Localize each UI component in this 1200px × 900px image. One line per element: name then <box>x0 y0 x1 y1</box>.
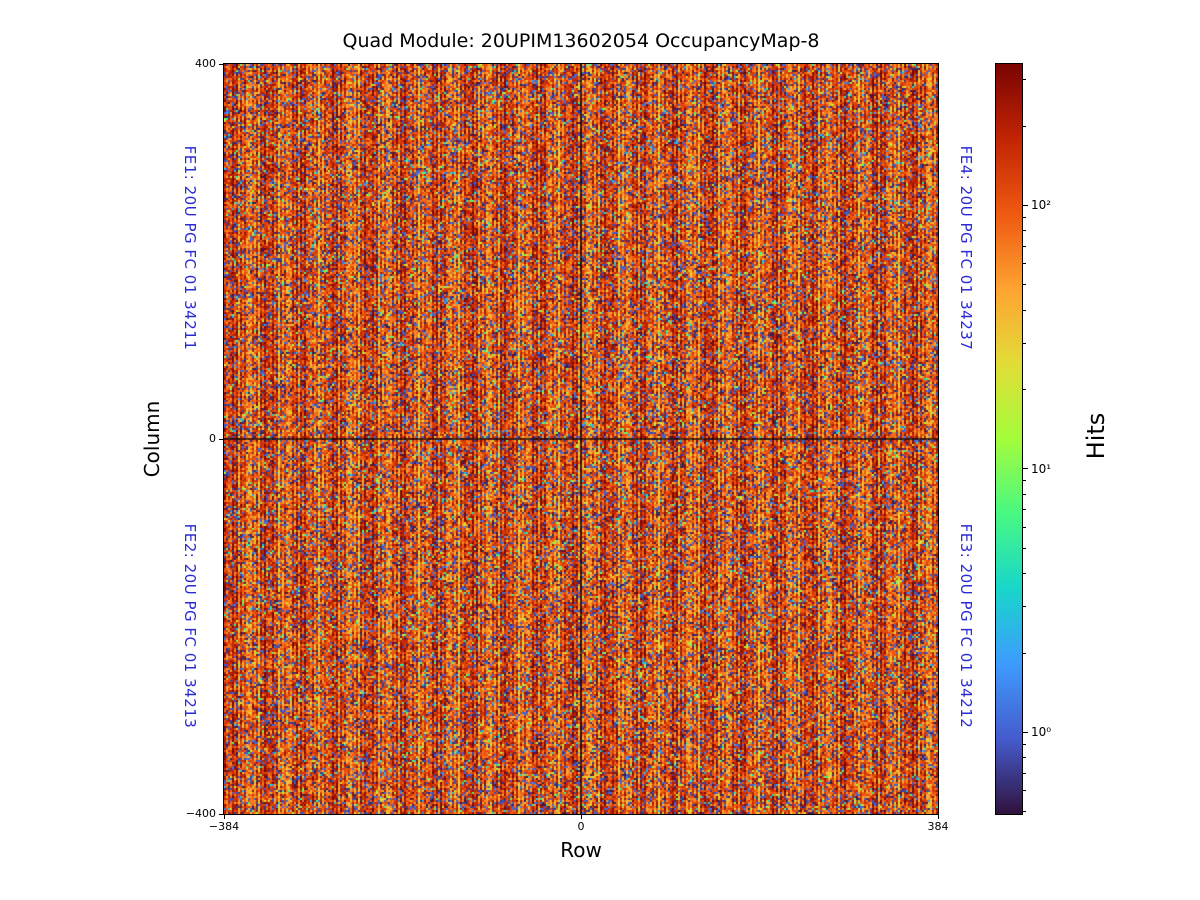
colorbar-major-tick <box>1023 468 1028 470</box>
colorbar <box>995 63 1023 815</box>
colorbar-minor-tick <box>1023 216 1026 218</box>
colorbar-minor-tick <box>1023 526 1026 528</box>
fe3-label: FE3: 20U PG FC 01 34212 <box>957 523 975 729</box>
y-tick <box>219 63 223 65</box>
colorbar-tick-label: 10⁰ <box>1031 725 1052 740</box>
colorbar-minor-tick <box>1023 284 1026 286</box>
colorbar-minor-tick <box>1023 573 1026 575</box>
colorbar-minor-tick <box>1023 743 1026 745</box>
colorbar-minor-tick <box>1023 606 1026 608</box>
colorbar-minor-tick <box>1023 263 1026 265</box>
colorbar-label: Hits <box>1082 412 1110 460</box>
colorbar-major-tick <box>1023 204 1028 206</box>
colorbar-minor-tick <box>1023 772 1026 774</box>
x-tick-label: 384 <box>927 820 949 833</box>
colorbar-minor-tick <box>1023 79 1026 81</box>
y-tick <box>219 813 223 815</box>
colorbar-minor-tick <box>1023 509 1026 511</box>
occupancy-heatmap-canvas <box>224 64 938 814</box>
colorbar-minor-tick <box>1023 757 1026 759</box>
x-tick <box>937 815 939 819</box>
colorbar-minor-tick <box>1023 790 1026 792</box>
colorbar-minor-tick <box>1023 480 1026 482</box>
colorbar-minor-tick <box>1023 342 1026 344</box>
colorbar-minor-tick <box>1023 245 1026 247</box>
colorbar-minor-tick <box>1023 125 1026 127</box>
x-tick <box>580 815 582 819</box>
colorbar-tick-label: 10² <box>1031 198 1052 213</box>
colorbar-minor-tick <box>1023 547 1026 549</box>
plot-area <box>223 63 939 815</box>
x-tick-label: −384 <box>208 820 240 833</box>
fe4-label: FE4: 20U PG FC 01 34237 <box>957 145 975 351</box>
colorbar-gradient <box>996 64 1022 814</box>
fe1-label: FE1: 20U PG FC 01 34211 <box>181 145 199 351</box>
colorbar-minor-tick <box>1023 389 1026 391</box>
fe2-label: FE2: 20U PG FC 01 34213 <box>181 523 199 729</box>
colorbar-minor-tick <box>1023 230 1026 232</box>
colorbar-minor-tick <box>1023 493 1026 495</box>
y-tick-label: 400 <box>195 57 216 70</box>
plot-title: Quad Module: 20UPIM13602054 OccupancyMap… <box>342 30 820 52</box>
x-axis-label: Row <box>560 838 602 862</box>
y-tick <box>219 438 223 440</box>
y-axis-label: Column <box>140 400 164 478</box>
colorbar-minor-tick <box>1023 652 1026 654</box>
y-tick-label: −400 <box>185 807 216 820</box>
colorbar-major-tick <box>1023 731 1028 733</box>
colorbar-tick-label: 10¹ <box>1031 461 1052 476</box>
x-tick <box>223 815 225 819</box>
colorbar-minor-tick <box>1023 811 1026 813</box>
x-tick-label: 0 <box>577 820 585 833</box>
colorbar-minor-tick <box>1023 309 1026 311</box>
y-tick-label: 0 <box>209 432 216 445</box>
